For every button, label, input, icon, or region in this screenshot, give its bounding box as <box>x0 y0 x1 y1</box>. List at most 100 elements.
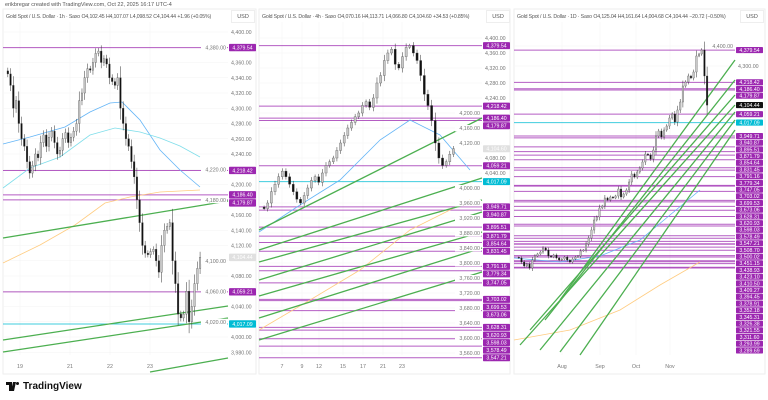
candle <box>698 53 701 57</box>
tradingview-logo[interactable]: TradingView <box>6 381 82 392</box>
level-price-label <box>229 288 256 296</box>
price-axis-tick: 4,100.00 <box>205 259 226 265</box>
price-axis-tick: 4,200.00 <box>459 111 480 117</box>
price-axis-tick: 4,300.00 <box>231 106 252 112</box>
level-price-text: 3,949.71 <box>739 134 759 140</box>
candle <box>652 149 655 160</box>
level-price-label <box>483 114 510 122</box>
level-price-label <box>483 203 510 211</box>
level-price-label <box>483 339 510 347</box>
candle <box>89 68 92 71</box>
price-axis-tick: 3,980.00 <box>231 350 252 356</box>
time-axis-tick: 23 <box>399 364 405 370</box>
time-axis-tick: 21 <box>67 364 73 370</box>
level-price-text: 3,394.45 <box>739 295 759 301</box>
level-price-text: 3,673.06 <box>739 208 759 214</box>
candle <box>638 167 641 173</box>
candle <box>310 180 313 189</box>
level-price-label <box>736 320 763 327</box>
level-price-text: 3,438.93 <box>739 268 759 274</box>
candle <box>185 291 188 315</box>
price-axis-tick: 4,160.00 <box>231 213 252 219</box>
candle <box>423 75 426 95</box>
candle <box>130 146 133 162</box>
candle <box>660 130 663 138</box>
candle <box>23 138 26 147</box>
current-price-label <box>736 102 763 109</box>
candle <box>108 63 111 78</box>
symbol-title[interactable]: Gold Spot / U.S. Dollar · 4h · Saxo <box>262 14 337 20</box>
candle <box>188 291 191 322</box>
level-price-text: 3,831.45 <box>739 167 759 173</box>
candle <box>146 252 149 255</box>
candle <box>75 123 78 132</box>
candle <box>426 94 430 106</box>
candle <box>598 207 601 218</box>
price-axis-tick: 4,080.00 <box>485 156 506 162</box>
price-axis-tick: 4,040.00 <box>231 305 252 311</box>
level-price-label <box>736 347 763 354</box>
level-price-text: 3,791.16 <box>486 264 506 270</box>
candle <box>111 77 114 82</box>
candle <box>687 75 690 83</box>
price-axis-tick: 3,800.00 <box>459 261 480 267</box>
candle <box>536 253 539 257</box>
candle <box>64 132 67 139</box>
level-price-label <box>736 280 763 287</box>
candle <box>9 73 12 86</box>
price-axis-tick-backing <box>455 260 481 267</box>
level-price-label <box>736 159 763 166</box>
panel-1-currency-button[interactable]: USD <box>231 10 255 23</box>
symbol-title[interactable]: Gold Spot / U.S. Dollar · 1h · Saxo <box>6 14 81 20</box>
price-axis-tick: 3,760.00 <box>459 276 480 282</box>
candle <box>31 165 34 174</box>
level-price-text: 3,831.45 <box>486 249 506 255</box>
candle <box>174 260 177 284</box>
candle <box>124 123 127 139</box>
price-axis-tick-backing <box>455 140 481 147</box>
candle <box>113 81 116 86</box>
price-axis-tick: 4,380.00 <box>205 45 226 51</box>
candle <box>119 77 122 109</box>
candle <box>582 249 585 252</box>
symbol-title[interactable]: Gold Spot / U.S. Dollar · 1D · Saxo <box>517 14 592 20</box>
candle <box>53 130 56 143</box>
level-price-label <box>736 220 763 227</box>
level-price-label <box>483 240 510 248</box>
level-price-text: 3,854.64 <box>739 161 759 167</box>
level-price-label <box>483 262 510 270</box>
level-price-label <box>483 178 510 186</box>
candle <box>668 117 671 127</box>
price-axis-tick-backing <box>455 125 481 132</box>
candle <box>517 257 520 259</box>
level-price-label <box>736 213 763 220</box>
candle <box>593 219 596 231</box>
price-axis-tick: 4,120.00 <box>231 244 252 250</box>
level-price-label <box>736 226 763 233</box>
level-price-text: 4,179.87 <box>232 201 252 207</box>
candle <box>612 196 614 199</box>
candle <box>353 116 357 123</box>
level-price-text: 4,059.21 <box>739 112 759 118</box>
panel-3-currency-button[interactable]: USD <box>740 10 764 23</box>
price-axis-tick-backing <box>201 318 227 326</box>
candle <box>437 142 441 159</box>
candle <box>372 97 375 108</box>
charts-canvas[interactable]: 4,400.00 4,380.00 4,360.00 4,340.00 4,320.00… <box>0 0 768 380</box>
time-axis-tick: Aug <box>557 364 566 370</box>
candle <box>544 247 547 251</box>
candle <box>50 130 53 138</box>
price-axis-tick: 4,240.00 <box>485 96 506 102</box>
candle <box>94 53 97 63</box>
candle <box>415 52 419 61</box>
candle <box>560 258 563 261</box>
level-price-label <box>736 119 763 126</box>
candle <box>528 263 531 269</box>
candle <box>601 205 604 209</box>
candle <box>149 251 152 255</box>
candle <box>26 146 29 162</box>
candle <box>177 283 180 315</box>
candle <box>34 153 37 166</box>
time-axis-tick: Sep <box>595 364 604 370</box>
price-axis-tick: 4,200.00 <box>231 183 252 189</box>
